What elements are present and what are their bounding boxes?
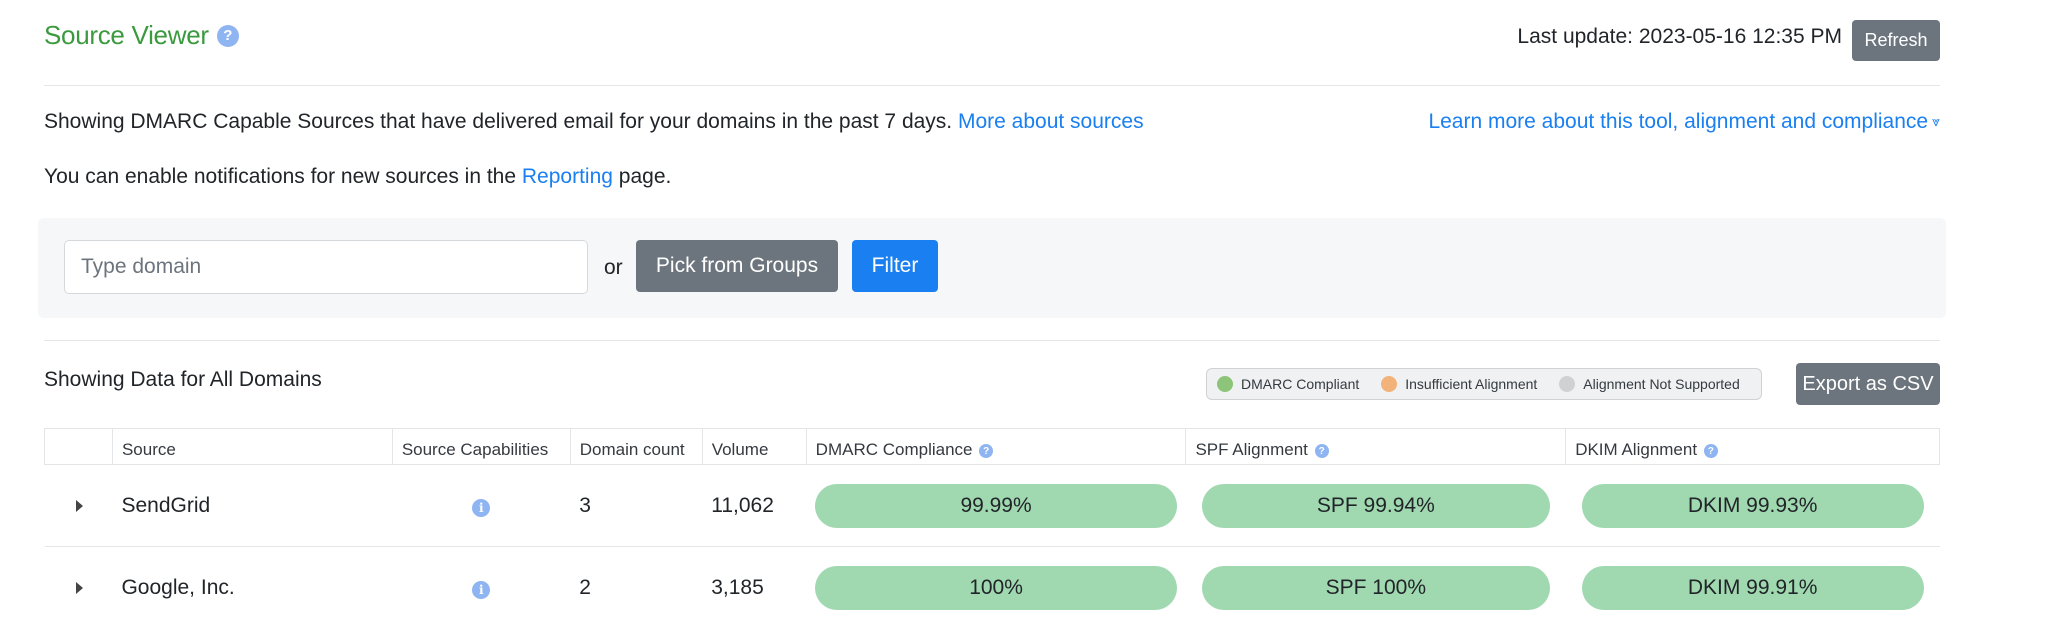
capabilities-cell: i bbox=[392, 464, 571, 547]
notifications-info-prefix: You can enable notifications for new sou… bbox=[44, 165, 517, 188]
reporting-link[interactable]: Reporting bbox=[521, 165, 613, 188]
source-cell: SendGrid bbox=[112, 464, 393, 547]
learn-more-link-text: Learn more about this tool, alignment an… bbox=[1428, 110, 1929, 133]
caret-right-icon[interactable] bbox=[75, 499, 83, 512]
legend-item-dmarc-compliant: DMARC Compliant bbox=[1217, 376, 1359, 392]
question-circle-icon[interactable]: ? bbox=[216, 24, 239, 47]
volume-cell: 11,062 bbox=[702, 464, 807, 547]
spf-cell: SPF 100% bbox=[1186, 547, 1566, 624]
green-dot-icon bbox=[1217, 376, 1233, 392]
page-title: Source Viewer ? bbox=[44, 20, 239, 51]
column-header-dmarc-compliance[interactable]: DMARC Compliance ? bbox=[805, 428, 1187, 465]
last-update-label: Last update: 2023-05-16 12:35 PM bbox=[1517, 25, 1842, 48]
notifications-info-text: You can enable notifications for new sou… bbox=[44, 165, 671, 189]
column-header-label: DKIM Alignment bbox=[1575, 439, 1698, 459]
sources-info-description: Showing DMARC Capable Sources that have … bbox=[44, 110, 953, 133]
learn-more-link[interactable]: Learn more about this tool, alignment an… bbox=[1428, 110, 1940, 134]
sources-info-text: Showing DMARC Capable Sources that have … bbox=[44, 110, 1144, 134]
column-header-domain-count[interactable]: Domain count bbox=[569, 428, 703, 465]
legend-label: Alignment Not Supported bbox=[1583, 376, 1740, 392]
column-header-label: DMARC Compliance bbox=[815, 439, 973, 459]
spf-alignment-pill[interactable]: SPF 100% bbox=[1201, 565, 1550, 610]
domain-count-cell: 3 bbox=[570, 464, 703, 547]
column-header-label: SPF Alignment bbox=[1195, 439, 1308, 459]
notifications-info-suffix: page. bbox=[618, 165, 672, 188]
table-row[interactable]: SendGrid i 3 11,062 99.99% SPF 99.94% DK… bbox=[44, 464, 1940, 547]
legend-item-alignment-not-supported: Alignment Not Supported bbox=[1559, 376, 1740, 392]
double-chevron-down-icon: ⩔ bbox=[1932, 113, 1940, 129]
more-about-sources-link[interactable]: More about sources bbox=[957, 110, 1144, 133]
compliance-legend: DMARC Compliant Insufficient Alignment A… bbox=[1206, 368, 1762, 400]
column-header-source[interactable]: Source bbox=[111, 428, 393, 465]
dkim-cell: DKIM 99.91% bbox=[1566, 547, 1940, 624]
gray-dot-icon bbox=[1559, 376, 1576, 392]
page-header: Source Viewer ? Last update: 2023-05-16 … bbox=[44, 0, 1940, 86]
dmarc-compliance-pill[interactable]: 99.99% bbox=[815, 483, 1177, 528]
spf-cell: SPF 99.94% bbox=[1185, 464, 1566, 547]
legend-item-insufficient-alignment: Insufficient Alignment bbox=[1381, 376, 1537, 392]
column-header-dkim-alignment[interactable]: DKIM Alignment ? bbox=[1565, 428, 1940, 465]
info-circle-icon[interactable]: i bbox=[472, 498, 491, 517]
question-circle-icon[interactable]: ? bbox=[1703, 444, 1718, 458]
spf-alignment-pill[interactable]: SPF 99.94% bbox=[1201, 483, 1550, 528]
or-label: or bbox=[604, 256, 623, 279]
dmarc-cell: 99.99% bbox=[806, 464, 1186, 547]
volume-cell: 3,185 bbox=[711, 575, 764, 599]
pick-from-groups-button[interactable]: Pick from Groups bbox=[636, 240, 838, 292]
filter-button[interactable]: Filter bbox=[852, 240, 938, 292]
domain-input[interactable] bbox=[64, 240, 588, 294]
showing-data-label: Showing Data for All Domains bbox=[44, 368, 322, 391]
dmarc-compliance-pill[interactable]: 100% bbox=[815, 565, 1177, 610]
sources-table: Source Source Capabilities Domain count … bbox=[44, 428, 1940, 624]
table-header-row: Source Source Capabilities Domain count … bbox=[44, 428, 1940, 465]
dmarc-cell: 100% bbox=[806, 547, 1186, 624]
capabilities-cell: i bbox=[392, 547, 570, 624]
expand-cell[interactable] bbox=[45, 547, 113, 624]
source-cell: Google, Inc. bbox=[121, 575, 235, 599]
question-circle-icon[interactable]: ? bbox=[979, 444, 994, 458]
dkim-alignment-pill[interactable]: DKIM 99.93% bbox=[1581, 483, 1924, 528]
domain-count-cell: 2 bbox=[579, 575, 591, 599]
export-csv-button[interactable]: Export as CSV bbox=[1796, 363, 1940, 405]
caret-right-icon[interactable] bbox=[75, 581, 83, 594]
expand-cell[interactable] bbox=[44, 464, 113, 547]
legend-label: DMARC Compliant bbox=[1241, 376, 1360, 392]
column-header-source-capabilities[interactable]: Source Capabilities bbox=[391, 428, 571, 465]
column-header-spf-alignment[interactable]: SPF Alignment ? bbox=[1185, 428, 1567, 465]
source-viewer-page: Source Viewer ? Last update: 2023-05-16 … bbox=[38, 0, 1946, 610]
refresh-button[interactable]: Refresh bbox=[1852, 20, 1940, 61]
column-header-volume[interactable]: Volume bbox=[701, 428, 807, 465]
column-header-expand bbox=[44, 428, 113, 465]
page-title-text: Source Viewer bbox=[44, 20, 209, 50]
question-circle-icon[interactable]: ? bbox=[1314, 444, 1329, 458]
dkim-alignment-pill[interactable]: DKIM 99.91% bbox=[1581, 565, 1924, 610]
table-row[interactable]: Google, Inc. i 2 3,185 100% SPF 100% DKI… bbox=[45, 547, 1940, 624]
dkim-cell: DKIM 99.93% bbox=[1565, 464, 1940, 547]
orange-dot-icon bbox=[1381, 376, 1398, 392]
info-circle-icon[interactable]: i bbox=[472, 580, 491, 599]
legend-label: Insufficient Alignment bbox=[1405, 376, 1538, 392]
section-divider bbox=[44, 340, 1940, 341]
filter-panel: or Pick from Groups Filter bbox=[38, 218, 1946, 318]
